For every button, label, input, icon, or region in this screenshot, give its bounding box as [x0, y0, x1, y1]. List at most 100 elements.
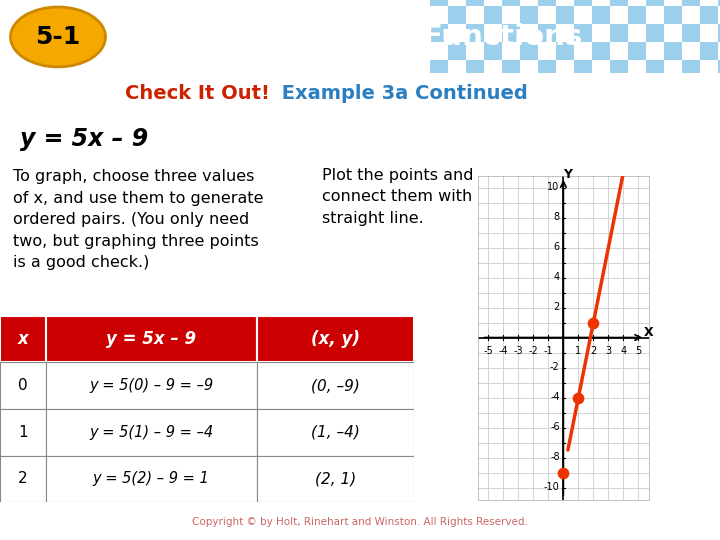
Bar: [256, 362, 414, 409]
Text: -4: -4: [498, 346, 508, 356]
Text: y = 5(2) – 9 = 1: y = 5(2) – 9 = 1: [93, 471, 210, 487]
Text: 2: 2: [590, 346, 597, 356]
Text: Plot the points and
connect them with a
straight line.: Plot the points and connect them with a …: [322, 167, 487, 226]
Bar: [718, 60, 720, 78]
Text: -4: -4: [550, 393, 559, 402]
Bar: [520, 42, 538, 60]
Bar: [502, 60, 520, 78]
Bar: [430, 24, 448, 42]
Bar: [628, 42, 646, 60]
Text: Identifying Linear Functions: Identifying Linear Functions: [120, 23, 582, 51]
Bar: [0, 456, 45, 502]
Bar: [718, 24, 720, 42]
Text: -8: -8: [550, 453, 559, 462]
Bar: [45, 409, 256, 456]
Bar: [682, 24, 700, 42]
Bar: [538, 0, 556, 6]
Text: 4: 4: [621, 346, 626, 356]
Text: y = 5(1) – 9 = –4: y = 5(1) – 9 = –4: [89, 425, 213, 440]
Bar: [466, 24, 484, 42]
Bar: [574, 24, 592, 42]
Bar: [0, 409, 45, 456]
Bar: [682, 0, 700, 6]
Text: 2: 2: [554, 302, 559, 313]
Text: 2: 2: [18, 471, 27, 487]
Text: 3: 3: [606, 346, 611, 356]
Text: 1: 1: [18, 425, 27, 440]
Text: -10: -10: [544, 483, 559, 492]
Text: (2, 1): (2, 1): [315, 471, 356, 487]
Text: x: x: [17, 330, 28, 348]
Text: 8: 8: [554, 213, 559, 222]
Bar: [610, 60, 628, 78]
Bar: [592, 6, 610, 24]
Text: 0: 0: [18, 378, 27, 393]
Text: 4: 4: [554, 273, 559, 282]
Bar: [466, 0, 484, 6]
Text: 10: 10: [547, 183, 559, 192]
Bar: [256, 316, 414, 362]
Bar: [610, 24, 628, 42]
Bar: [0, 362, 45, 409]
Text: -5: -5: [484, 346, 493, 356]
Text: y = 5(0) – 9 = –9: y = 5(0) – 9 = –9: [89, 378, 213, 393]
Text: (x, y): (x, y): [311, 330, 360, 348]
Bar: [538, 24, 556, 42]
Bar: [574, 60, 592, 78]
Bar: [45, 456, 256, 502]
Bar: [448, 6, 466, 24]
Bar: [628, 6, 646, 24]
Text: -1: -1: [544, 346, 553, 356]
Text: Copyright © by Holt, Rinehart and Winston. All Rights Reserved.: Copyright © by Holt, Rinehart and Winsto…: [192, 517, 528, 528]
Text: y = 5x – 9: y = 5x – 9: [20, 127, 148, 151]
Bar: [256, 409, 414, 456]
Text: Y: Y: [562, 168, 572, 181]
Bar: [646, 0, 664, 6]
Text: 5-1: 5-1: [35, 25, 81, 49]
Bar: [718, 0, 720, 6]
Text: -6: -6: [550, 422, 559, 433]
Bar: [484, 6, 502, 24]
Point: [557, 468, 569, 477]
Bar: [556, 42, 574, 60]
Bar: [430, 0, 448, 6]
Bar: [664, 42, 682, 60]
Text: -3: -3: [513, 346, 523, 356]
Bar: [502, 0, 520, 6]
Text: 5: 5: [635, 346, 642, 356]
Text: -2: -2: [528, 346, 539, 356]
Bar: [556, 6, 574, 24]
Bar: [448, 42, 466, 60]
Bar: [646, 60, 664, 78]
Text: Holt Algebra 1: Holt Algebra 1: [8, 515, 131, 530]
Bar: [484, 42, 502, 60]
Bar: [45, 362, 256, 409]
Bar: [574, 0, 592, 6]
Text: X: X: [644, 326, 653, 339]
Bar: [682, 60, 700, 78]
Text: (1, –4): (1, –4): [311, 425, 360, 440]
Bar: [610, 0, 628, 6]
Bar: [466, 60, 484, 78]
Text: 6: 6: [554, 242, 559, 253]
Text: (0, –9): (0, –9): [311, 378, 360, 393]
Bar: [45, 316, 256, 362]
Bar: [646, 24, 664, 42]
Text: Example 3a Continued: Example 3a Continued: [275, 84, 528, 103]
Bar: [0, 316, 45, 362]
Bar: [592, 42, 610, 60]
Bar: [538, 60, 556, 78]
Text: 1: 1: [575, 346, 582, 356]
Point: [588, 318, 599, 327]
Bar: [700, 6, 718, 24]
Ellipse shape: [11, 7, 106, 67]
Bar: [664, 6, 682, 24]
Bar: [256, 456, 414, 502]
Bar: [430, 60, 448, 78]
Bar: [520, 6, 538, 24]
Text: To graph, choose three values
of x, and use them to generate
ordered pairs. (You: To graph, choose three values of x, and …: [13, 169, 264, 271]
Bar: [502, 24, 520, 42]
Text: Check It Out!: Check It Out!: [125, 84, 270, 103]
Point: [572, 393, 584, 402]
Text: y = 5x – 9: y = 5x – 9: [106, 330, 196, 348]
